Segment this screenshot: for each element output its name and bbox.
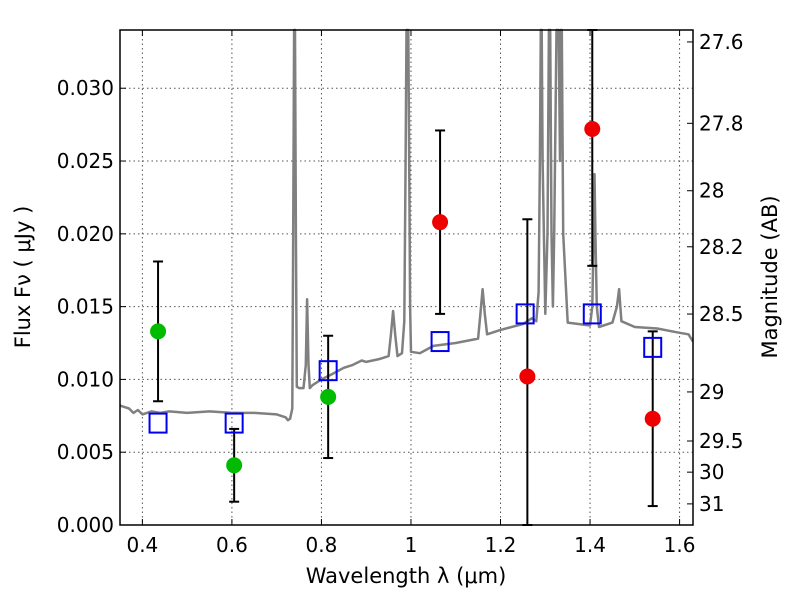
x-tick-label: 1.6 bbox=[664, 533, 696, 557]
model-photometry-square bbox=[515, 303, 535, 325]
right-tick-label: 29.5 bbox=[699, 429, 744, 453]
y-tick-label: 0.025 bbox=[57, 149, 114, 173]
right-tick-labels: 27.6 27.8 28 28.2 28.5 29 29.5 30 31 bbox=[699, 30, 744, 516]
x-tick-label: 0.6 bbox=[216, 533, 248, 557]
axis-ticks bbox=[120, 30, 693, 526]
right-tick-label: 28.2 bbox=[699, 235, 744, 259]
observed-red-point bbox=[644, 410, 661, 427]
x-tick-label: 1.4 bbox=[574, 533, 606, 557]
y-tick-label: 0.015 bbox=[57, 295, 114, 319]
y-tick-label: 0.005 bbox=[57, 440, 114, 464]
observed-red-point bbox=[519, 368, 536, 385]
right-tick-label: 31 bbox=[699, 492, 724, 516]
right-tick-label: 27.6 bbox=[699, 30, 744, 54]
right-axis-label: Magnitude (AB) bbox=[758, 195, 782, 358]
model-photometry-square bbox=[643, 336, 663, 358]
x-axis-label: Wavelength λ (μm) bbox=[306, 564, 507, 588]
right-tick-label: 29 bbox=[699, 380, 724, 404]
right-tick-label: 30 bbox=[699, 460, 724, 484]
observed-green-point bbox=[150, 323, 167, 340]
observed-red-point bbox=[432, 214, 449, 231]
model-spectrum bbox=[119, 28, 695, 422]
x-tick-label: 0.4 bbox=[126, 533, 158, 557]
plot-frame bbox=[119, 29, 694, 526]
x-tick-labels: 0.4 0.6 0.8 1 1.2 1.4 1.6 bbox=[126, 533, 695, 557]
model-photometry-square bbox=[430, 331, 450, 353]
observed-red-point bbox=[584, 121, 601, 137]
right-tick-label: 28 bbox=[699, 179, 724, 203]
model-photometry-square bbox=[224, 412, 244, 434]
model-photometry-square bbox=[318, 360, 338, 382]
model-photometry-square bbox=[148, 412, 168, 434]
right-tick-label: 28.5 bbox=[699, 302, 744, 326]
observed-green-point bbox=[320, 388, 337, 405]
x-tick-label: 1 bbox=[405, 533, 418, 557]
y-tick-label: 0.020 bbox=[57, 222, 114, 246]
y-tick-labels: 0.000 0.005 0.010 0.015 0.020 0.025 0.030 bbox=[57, 76, 114, 537]
observed-green-point bbox=[226, 457, 243, 474]
data-markers bbox=[148, 121, 663, 474]
y-tick-label: 0.000 bbox=[57, 513, 114, 537]
spectrum-line bbox=[119, 28, 695, 422]
right-tick-label: 27.8 bbox=[699, 111, 744, 135]
y-axis-label: Flux Fν ( μJy ) bbox=[11, 206, 35, 349]
y-tick-label: 0.010 bbox=[57, 367, 114, 391]
model-photometry-square bbox=[582, 303, 602, 325]
y-tick-label: 0.030 bbox=[57, 76, 114, 100]
x-tick-label: 1.2 bbox=[485, 533, 517, 557]
x-tick-label: 0.8 bbox=[306, 533, 338, 557]
